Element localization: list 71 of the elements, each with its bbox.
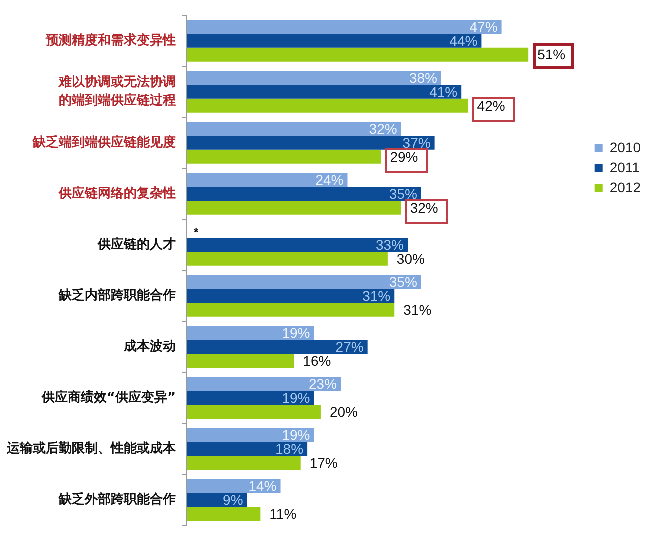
bar [187,187,422,201]
data-label: 16% [303,352,332,369]
bar [187,150,382,164]
y-tick-label: 供应商绩效“供应变异” [40,389,176,406]
data-label: 24% [316,172,344,188]
bar [187,238,408,252]
legend-label: 2011 [610,159,640,176]
data-label: 9% [223,492,244,508]
data-label: 44% [450,32,478,49]
y-tick-label: 预测精度和需求变异性 [45,32,176,48]
y-tick-label: 难以协调或无法协调的端到端供应链过程 [58,74,176,109]
y-tick-label: 供应链网络的复杂性 [58,185,176,202]
data-label: 20% [330,404,358,420]
data-label: 19% [282,426,310,443]
bar [187,98,468,113]
bar [187,405,321,419]
bar [187,377,342,392]
bar [187,326,314,340]
y-tick-label: 缺乏内部跨职能合作 [58,287,176,304]
data-label: 32% [369,120,398,137]
data-label: 35% [389,274,418,290]
data-label: 42% [477,98,506,114]
bar [187,275,422,290]
annotation: * [194,225,199,240]
bar [187,289,395,303]
data-label: 23% [309,376,338,392]
data-label: 35% [389,186,418,202]
data-label: 27% [336,338,364,355]
bar [187,84,462,99]
data-label: 19% [282,324,310,341]
y-tick-label: 供应链的人才 [97,236,176,252]
bar [187,456,301,470]
bar [187,354,294,368]
data-label: 32% [410,200,438,216]
data-label: 11% [270,506,297,522]
y-tick-label: 缺乏外部跨职能合作 [58,491,176,508]
bar [187,391,314,406]
legend-label: 2012 [610,179,642,196]
data-label: 47% [470,18,498,35]
y-tick-label: 成本波动 [123,339,176,354]
bar [187,48,529,62]
bar [187,428,314,442]
data-label: 17% [310,454,338,471]
bar [187,200,402,215]
bar [187,136,435,150]
data-label: 41% [430,84,458,100]
bar [187,302,395,317]
bar [187,479,281,494]
bar [187,71,442,85]
data-label: 19% [282,390,310,406]
bar [187,122,402,136]
bar [187,340,368,354]
data-label: 31% [404,302,432,318]
bar [187,20,502,34]
y-tick-label: 运输或后勤限制、性能或成本 [6,440,177,456]
data-label: 31% [362,288,391,304]
data-label: 29% [390,148,418,165]
data-label: 18% [276,440,304,457]
bar [187,252,388,266]
data-label: 37% [402,134,431,151]
data-label: 30% [396,250,425,267]
data-label: 14% [248,478,277,494]
data-label: 51% [538,46,566,63]
bar [187,173,348,188]
bar [187,442,308,456]
y-tick-label: 缺乏端到端供应链能见度 [32,134,176,150]
bar [187,507,261,521]
legend-label: 2010 [610,139,642,156]
data-label: 33% [376,236,404,253]
data-label: 38% [409,70,438,86]
bar [187,34,482,48]
